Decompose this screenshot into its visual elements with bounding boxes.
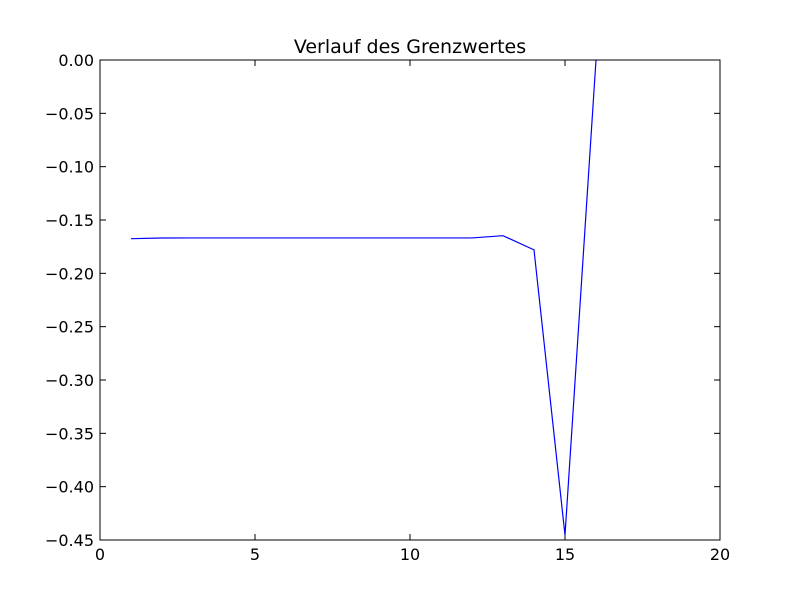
y-tick-label: −0.35 (45, 424, 94, 443)
y-tick-label: −0.10 (45, 158, 94, 177)
y-tick-label: −0.40 (45, 478, 94, 497)
x-tick-label: 5 (250, 545, 260, 564)
y-tick-label: −0.20 (45, 264, 94, 283)
plot-area-frame (99, 59, 721, 541)
y-tick-label: −0.05 (45, 104, 94, 123)
y-tick-label: −0.45 (45, 531, 94, 550)
x-tick-label: 20 (710, 545, 730, 564)
y-tick-label: 0.00 (58, 51, 94, 70)
y-axis: 0.00 −0.05 −0.10 −0.15 −0.20 −0.25 −0.30 −0.35 −… (45, 51, 720, 550)
y-tick-label: −0.25 (45, 318, 94, 337)
plot-series (130, 60, 597, 536)
series-line (130, 60, 597, 536)
x-axis: 0 5 10 15 20 (95, 60, 730, 564)
chart-title: Verlauf des Grenzwertes (294, 36, 526, 58)
x-tick-label: 0 (95, 545, 105, 564)
y-tick-label: −0.15 (45, 211, 94, 230)
x-tick-label: 10 (400, 545, 420, 564)
y-tick-label: −0.30 (45, 371, 94, 390)
x-tick-label: 15 (555, 545, 575, 564)
